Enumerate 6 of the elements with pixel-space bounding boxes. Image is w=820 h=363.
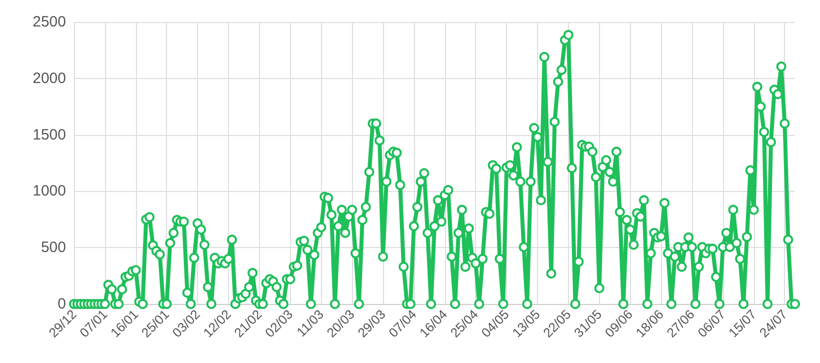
y-tick-label: 1500 (32, 126, 66, 144)
y-tick-label: 2000 (32, 70, 66, 87)
y-tick-label: 0 (58, 296, 66, 312)
y-tick-label: 2500 (32, 14, 66, 30)
y-tick-label: 1000 (32, 182, 66, 200)
y-tick-label: 500 (40, 239, 66, 256)
